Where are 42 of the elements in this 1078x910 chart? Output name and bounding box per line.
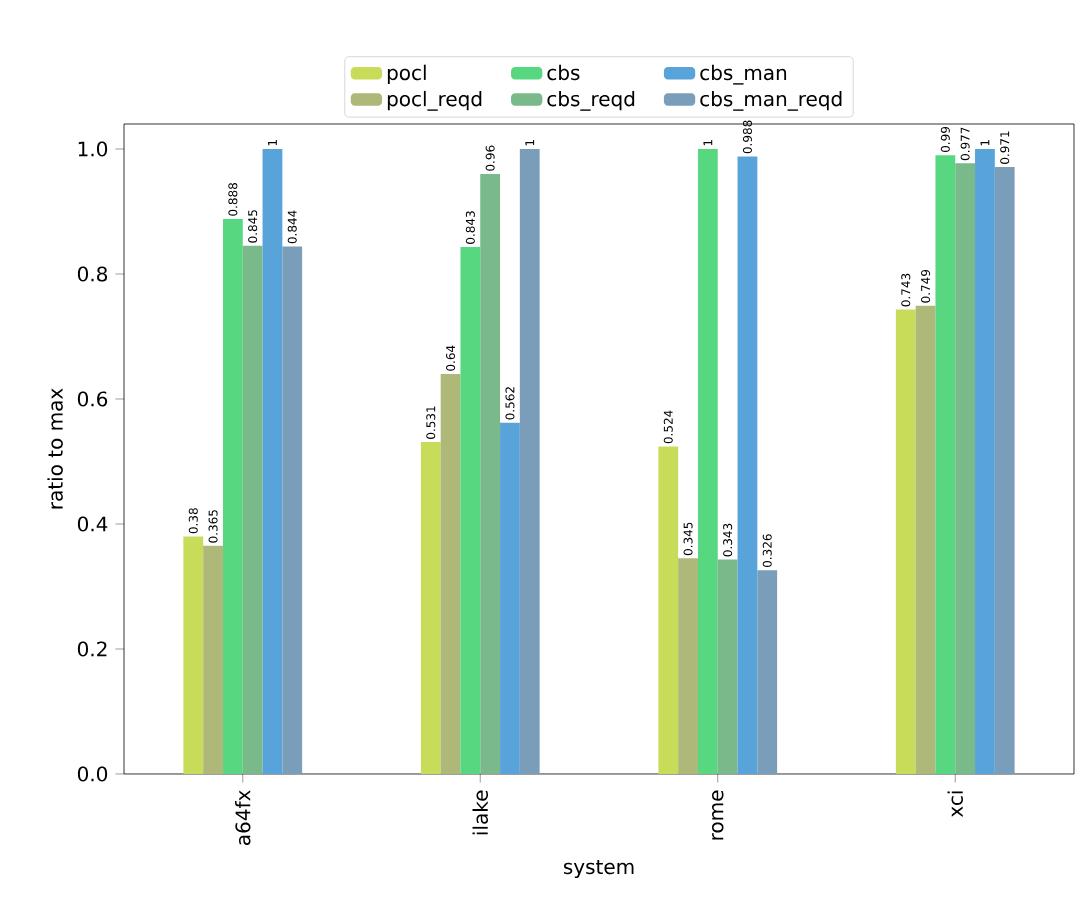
x-tick-label: xci xyxy=(947,791,963,818)
bar xyxy=(915,305,936,774)
x-tick-label: a64fx xyxy=(235,790,251,845)
bar xyxy=(717,559,738,774)
bar xyxy=(935,155,956,774)
y-tick-label: 0.4 xyxy=(77,516,108,532)
bar xyxy=(420,442,441,774)
legend-label: pocl xyxy=(387,64,426,85)
bar xyxy=(203,545,223,774)
bar xyxy=(757,570,778,774)
bar xyxy=(678,558,698,774)
x-axis-title: system xyxy=(563,859,634,879)
legend-label: cbs_reqd xyxy=(547,90,635,111)
legend-label: cbs xyxy=(547,64,580,81)
y-tick-label: 0.6 xyxy=(77,391,108,407)
legend-label: cbs_man xyxy=(700,64,787,85)
bar xyxy=(222,218,243,774)
bar xyxy=(440,373,461,774)
bar xyxy=(955,163,976,774)
legend-label: pocl_reqd xyxy=(387,90,482,111)
bar xyxy=(183,536,204,774)
bar xyxy=(895,309,916,774)
legend-label: cbs_man_reqd xyxy=(700,90,842,111)
y-tick-label: 1.0 xyxy=(78,141,108,157)
bar xyxy=(500,422,520,774)
bar xyxy=(658,446,679,774)
bar xyxy=(737,156,758,774)
y-tick-label: 0.0 xyxy=(77,766,108,782)
y-tick-label: 0.2 xyxy=(77,641,107,657)
x-tick-label: ilake xyxy=(472,790,488,835)
y-tick-label: 0.8 xyxy=(77,266,108,282)
bar xyxy=(975,148,995,774)
y-axis-title: ratio to max xyxy=(47,388,63,509)
bar xyxy=(242,245,263,774)
bar xyxy=(697,148,718,774)
bar xyxy=(460,247,481,774)
x-tick-label: rome xyxy=(712,790,724,840)
bar xyxy=(994,167,1015,774)
bar xyxy=(282,246,303,774)
bar xyxy=(480,173,501,774)
bar xyxy=(519,148,540,774)
bar xyxy=(262,148,283,774)
